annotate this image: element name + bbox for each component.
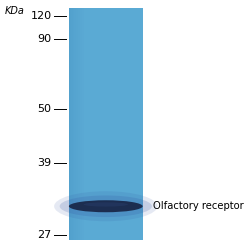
Bar bbox=[82, 8, 84, 240]
Bar bbox=[69, 8, 143, 240]
Text: Olfactory receptor 10G4: Olfactory receptor 10G4 bbox=[153, 201, 246, 211]
Ellipse shape bbox=[54, 191, 157, 221]
Bar bbox=[75, 8, 76, 240]
Text: 50: 50 bbox=[38, 104, 52, 114]
Ellipse shape bbox=[60, 196, 152, 217]
Bar bbox=[69, 8, 71, 240]
Text: 90: 90 bbox=[38, 34, 52, 44]
Bar bbox=[71, 8, 73, 240]
Ellipse shape bbox=[69, 200, 143, 212]
Bar bbox=[78, 8, 80, 240]
Bar bbox=[73, 8, 75, 240]
Ellipse shape bbox=[84, 202, 128, 206]
Text: 39: 39 bbox=[38, 158, 52, 168]
Text: 120: 120 bbox=[31, 11, 52, 21]
Bar bbox=[76, 8, 78, 240]
Text: KDa: KDa bbox=[5, 6, 25, 16]
Bar bbox=[80, 8, 82, 240]
Text: 27: 27 bbox=[37, 230, 52, 240]
